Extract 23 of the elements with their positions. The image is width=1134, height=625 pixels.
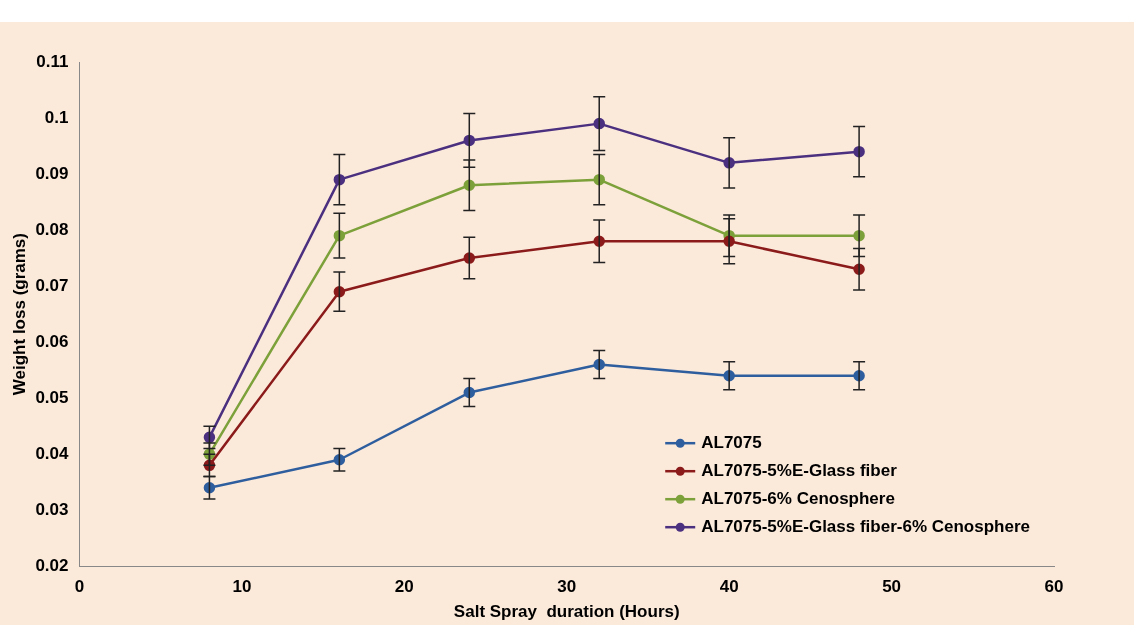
y-tick-label: 0.1 [44,107,69,127]
y-tick-label: 0.05 [35,387,69,407]
y-tick-label: 0.09 [35,163,69,183]
legend-label: AL7075 [701,432,762,452]
x-tick-label: 20 [394,577,414,597]
y-tick-label: 0.11 [36,51,69,71]
legend-label: AL7075-5%E-Glass fiber-6% Cenosphere [701,516,1031,536]
x-tick-label: 60 [1044,577,1064,597]
y-tick-label: 0.02 [35,555,69,575]
y-tick-label: 0.04 [35,443,70,463]
y-tick-label: 0.07 [35,275,69,295]
x-tick-label: 0 [74,577,85,597]
x-tick-label: 30 [557,577,577,597]
x-tick-label: 50 [882,577,902,597]
legend-label: AL7075-6% Cenosphere [701,488,895,508]
y-tick-label: 0.08 [35,219,69,239]
y-tick-label: 0.06 [35,331,69,351]
x-axis-title: Salt Spray duration (Hours) [453,602,680,622]
x-tick-label: 10 [232,577,252,597]
legend-label: AL7075-5%E-Glass fiber [701,460,898,480]
y-tick-label: 0.03 [35,499,69,519]
y-axis-title: Weight loss (grams) [9,233,29,396]
x-tick-label: 40 [719,577,739,597]
